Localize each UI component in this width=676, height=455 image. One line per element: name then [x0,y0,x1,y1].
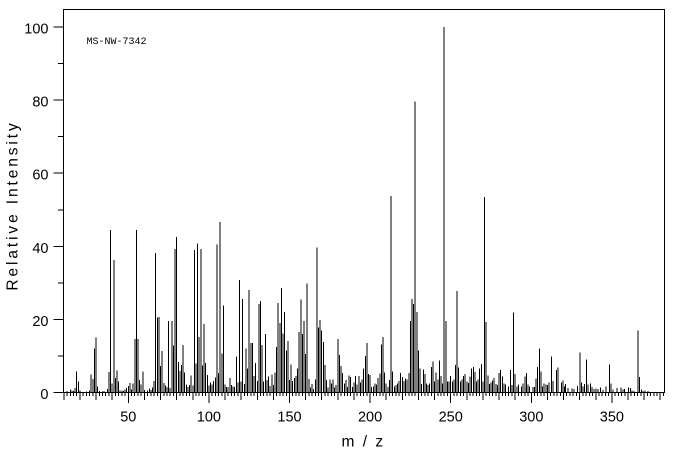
svg-text:m / z: m / z [342,434,386,451]
svg-text:20: 20 [32,314,48,330]
svg-text:300: 300 [519,409,543,425]
svg-text:80: 80 [32,95,48,111]
svg-text:350: 350 [600,409,624,425]
svg-text:200: 200 [358,409,382,425]
svg-text:Relative Intensity: Relative Intensity [5,120,22,290]
svg-text:0: 0 [40,387,48,403]
svg-text:150: 150 [277,409,301,425]
svg-text:60: 60 [32,168,48,184]
svg-text:50: 50 [120,409,136,425]
svg-text:40: 40 [32,241,48,257]
svg-text:MS-NW-7342: MS-NW-7342 [87,37,147,48]
svg-text:100: 100 [197,409,221,425]
svg-text:100: 100 [24,22,48,38]
svg-text:250: 250 [439,409,463,425]
